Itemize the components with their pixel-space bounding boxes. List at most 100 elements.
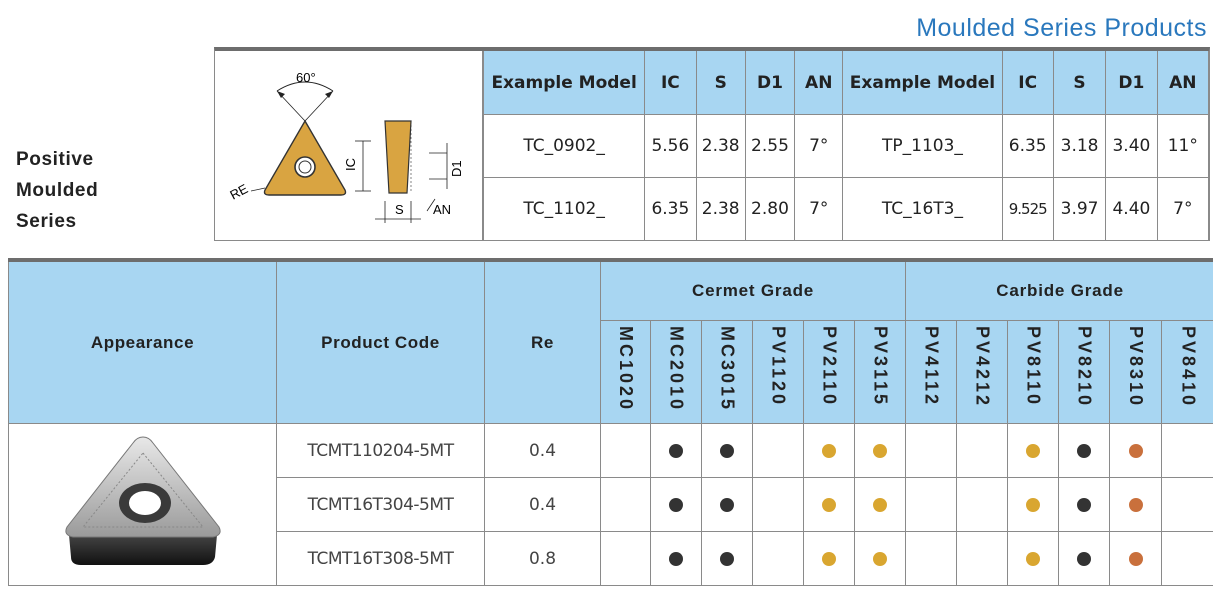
availability-dot-icon (1128, 444, 1143, 459)
grade-header: PV2110 (803, 320, 855, 424)
grade-availability-cell (803, 531, 855, 586)
grade-label: MC2010 (666, 326, 687, 413)
grade-label: PV4112 (921, 326, 942, 408)
availability-dot-icon (1026, 552, 1041, 567)
spec-header-cell: AN (1156, 51, 1210, 115)
series-label: Positive Moulded Series (16, 144, 98, 237)
re-label: RE (227, 181, 250, 203)
table-row: TCMT16T308-5MT 0.8 (9, 531, 1213, 586)
grade-label: PV8410 (1178, 326, 1199, 409)
spec-header-cell: Example Model (842, 51, 1003, 115)
re-value: 0.4 (484, 423, 601, 478)
insert-geometry-drawing: 60° IC RE D1 S (227, 70, 464, 223)
grade-availability-cell (956, 477, 1009, 532)
grade-availability-cell (752, 531, 804, 586)
spec-cell: 7° (1156, 177, 1210, 241)
grade-label: PV4212 (972, 326, 993, 409)
spec-cell: 6.35 (1001, 114, 1054, 178)
grade-header: PV4112 (905, 320, 958, 424)
availability-dot-icon (1128, 552, 1143, 567)
grade-header: MC1020 (600, 320, 651, 424)
grade-availability-cell (600, 531, 651, 586)
availability-dot-icon (1077, 552, 1092, 567)
spec-cell: TP_1103_ (842, 114, 1003, 178)
spec-header-row: Example Model IC S D1 AN Example Model I… (482, 51, 1210, 115)
ic-label: IC (343, 158, 358, 171)
spec-cell: 11° (1156, 114, 1210, 178)
grade-header: PV8310 (1109, 320, 1163, 424)
grade-label: PV2110 (819, 326, 840, 408)
grade-availability-cell (600, 477, 651, 532)
grade-availability-cell (956, 423, 1009, 478)
availability-dot-icon (822, 552, 836, 567)
spec-cell: 2.38 (695, 114, 746, 178)
grade-label: MC1020 (616, 326, 636, 413)
grade-availability-cell (1109, 477, 1163, 532)
grade-availability-cell (1109, 423, 1163, 478)
product-code: TCMT110204-5MT (276, 423, 485, 478)
grade-label: PV1120 (768, 326, 789, 408)
spec-cell: 7° (794, 177, 844, 241)
grade-label: PV3115 (870, 326, 891, 408)
grade-availability-cell (853, 531, 907, 586)
insert-diagram: 60° IC RE D1 S (215, 51, 483, 241)
grade-availability-cell (1161, 423, 1213, 478)
grade-label: PV8110 (1023, 326, 1044, 408)
spec-table: Example Model IC S D1 AN Example Model I… (482, 51, 1210, 241)
series-label-line: Series (16, 211, 77, 232)
grade-availability-cell (1007, 477, 1060, 532)
grade-availability-cell (1058, 531, 1111, 586)
grade-availability-cell (1161, 477, 1213, 532)
grade-availability-cell (1007, 531, 1060, 586)
spec-header-cell: S (1052, 51, 1107, 115)
grade-availability-cell (853, 477, 907, 532)
product-code-header: Product Code (276, 258, 485, 424)
availability-dot-icon (1128, 498, 1143, 513)
spec-header-cell: AN (794, 51, 844, 115)
spec-header-cell: D1 (744, 51, 796, 115)
spec-cell: 6.35 (644, 177, 697, 241)
spec-cell: 9.525 (1001, 177, 1054, 241)
appearance-header: Appearance (8, 258, 277, 424)
grade-availability-cell (1109, 531, 1163, 586)
group-header-row: Appearance Product Code Re Cermet Grade … (8, 258, 1213, 424)
availability-dot-icon (873, 498, 888, 513)
availability-dot-icon (669, 498, 683, 513)
grade-label: PV8310 (1126, 326, 1147, 409)
grade-availability-cell (803, 423, 855, 478)
grade-availability-cell (701, 477, 753, 532)
d1-label: D1 (449, 160, 464, 177)
grade-label: PV8210 (1074, 326, 1095, 409)
availability-dot-icon (822, 444, 836, 459)
grade-availability-cell (701, 423, 753, 478)
grade-availability-cell (1161, 531, 1213, 586)
spec-header-cell: Example Model (482, 51, 646, 115)
s-label: S (395, 202, 404, 217)
grade-availability-cell (650, 423, 702, 478)
spec-cell: 3.18 (1052, 114, 1107, 178)
product-code: TCMT16T308-5MT (276, 531, 485, 586)
spec-header-cell: IC (1001, 51, 1054, 115)
product-table-wrap: Appearance Product Code Re Cermet Grade … (8, 258, 1213, 586)
carbide-grade-header: Carbide Grade (905, 258, 1213, 321)
grade-availability-cell (956, 531, 1009, 586)
spec-cell: 5.56 (644, 114, 697, 178)
grade-availability-cell (752, 477, 804, 532)
re-value: 0.8 (484, 531, 601, 586)
spec-cell: 3.97 (1052, 177, 1107, 241)
grade-availability-cell (1058, 477, 1111, 532)
grade-availability-cell (650, 531, 702, 586)
grade-availability-cell (905, 423, 958, 478)
grade-availability-cell (1007, 423, 1060, 478)
availability-dot-icon (1077, 444, 1092, 459)
grade-header: PV1120 (752, 320, 804, 424)
grade-availability-cell (701, 531, 753, 586)
grade-header: PV8210 (1058, 320, 1111, 424)
spec-cell: 2.38 (695, 177, 746, 241)
spec-cell: 2.80 (744, 177, 796, 241)
grade-label: MC3015 (717, 326, 738, 413)
series-label-line: Moulded (16, 180, 99, 201)
grade-availability-cell (600, 423, 651, 478)
cermet-grade-header: Cermet Grade (599, 258, 907, 321)
re-value: 0.4 (484, 477, 601, 532)
